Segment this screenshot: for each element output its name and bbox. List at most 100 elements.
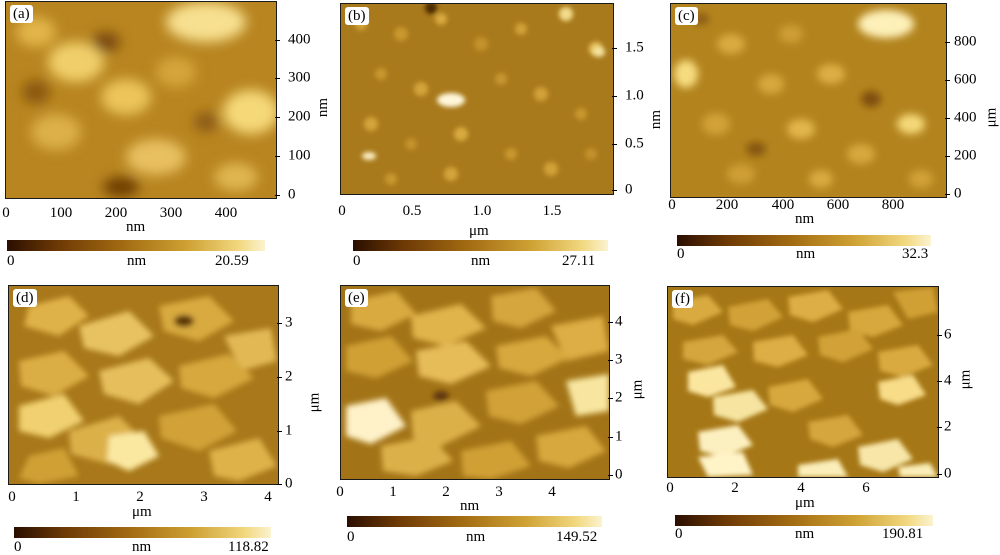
x-tick-label: 0 [8, 489, 16, 505]
x-tick-label: 200 [104, 205, 128, 221]
y-axis-label: μm [306, 392, 323, 413]
afm-texture-e [341, 286, 609, 479]
colorbar-max: 32.3 [902, 246, 929, 262]
x-tick-label: 400 [214, 205, 238, 221]
x-axis-label: μm [469, 223, 489, 239]
y-tick-label: 100 [288, 147, 311, 164]
panel-label-e: (e) [345, 289, 368, 307]
afm-texture-f [668, 287, 938, 477]
afm-texture-c [671, 4, 946, 197]
x-tick-label: 300 [159, 205, 183, 221]
colorbar-f [675, 515, 933, 526]
y-tick-label: 0 [288, 186, 296, 203]
colorbar-b [353, 240, 608, 251]
panel-label-f: (f) [672, 290, 693, 308]
x-tick-label: 200 [715, 197, 739, 213]
afm-texture-b [341, 4, 613, 194]
x-axis-label: nm [126, 219, 146, 235]
colorbar-e [347, 516, 602, 527]
y-axis-label: nm [648, 109, 665, 130]
x-tick-label: 4 [797, 480, 805, 496]
x-tick-label: 0 [336, 484, 344, 500]
x-tick-label: 600 [826, 197, 850, 213]
y-tick-label: 3 [285, 314, 293, 331]
colorbar-max: 190.81 [882, 526, 924, 542]
y-tick-label: 0 [285, 475, 293, 492]
afm-image-f: (f) [667, 286, 939, 478]
x-tick-label: 3 [495, 484, 503, 500]
y-tick-label: 4 [615, 313, 623, 330]
y-tick-label: 0 [944, 465, 952, 482]
panel-label-c: (c) [675, 7, 698, 25]
y-tick-label: 0 [625, 181, 633, 198]
x-tick-label: 3 [200, 489, 208, 505]
colorbar-c [677, 235, 931, 246]
x-tick-label: 1.0 [472, 203, 492, 219]
x-tick-label: 1 [72, 489, 80, 505]
afm-image-a: (a) [5, 1, 277, 199]
y-axis-label: μm [957, 369, 974, 390]
colorbar-min: 0 [14, 539, 22, 555]
colorbar-max: 27.11 [562, 253, 596, 269]
colorbar-unit: nm [796, 246, 816, 262]
y-tick-label: 400 [288, 31, 311, 48]
panel-label-b: (b) [345, 7, 369, 25]
y-tick-label: 200 [954, 147, 977, 164]
afm-image-e: (e) [340, 285, 610, 480]
y-tick-label: 1.0 [625, 87, 644, 104]
y-axis-label: nm [315, 97, 332, 118]
colorbar-unit: nm [127, 253, 147, 269]
x-tick-label: 0 [338, 203, 346, 219]
x-tick-label: 2 [442, 484, 450, 500]
panel-label-d: (d) [13, 289, 37, 307]
x-tick-label: 6 [862, 480, 870, 496]
colorbar-unit: nm [132, 539, 152, 555]
colorbar-d [14, 527, 271, 538]
x-tick-label: 4 [548, 484, 556, 500]
y-tick-label: 1.5 [625, 39, 644, 56]
colorbar-unit: nm [795, 526, 815, 542]
y-tick-label: 2 [615, 389, 623, 406]
y-tick-label: 800 [954, 33, 977, 50]
y-tick-label: 6 [944, 326, 952, 343]
x-axis-label: μm [795, 495, 815, 511]
y-tick-label: 400 [954, 109, 977, 126]
colorbar-min: 0 [7, 253, 15, 269]
y-tick-label: 600 [954, 71, 977, 88]
x-tick-label: 0 [668, 197, 676, 213]
y-tick-label: 1 [615, 428, 623, 445]
y-tick-label: 0.5 [625, 135, 644, 152]
x-tick-label: 2 [731, 480, 739, 496]
x-tick-label: 100 [49, 205, 73, 221]
colorbar-max: 149.52 [556, 529, 598, 545]
x-tick-label: 1 [389, 484, 397, 500]
colorbar-min: 0 [677, 246, 685, 262]
colorbar-min: 0 [675, 526, 683, 542]
y-tick-label: 4 [944, 372, 952, 389]
afm-texture-a [6, 2, 276, 198]
y-tick-label: 300 [288, 69, 311, 86]
colorbar-min: 0 [353, 253, 361, 269]
y-tick-label: 2 [285, 368, 293, 385]
colorbar-unit: nm [471, 253, 491, 269]
x-tick-label: 0 [2, 205, 10, 221]
colorbar-a [7, 240, 265, 251]
colorbar-min: 0 [347, 529, 355, 545]
afm-image-c: (c) [670, 3, 947, 198]
x-axis-label: μm [132, 504, 152, 520]
y-axis-label: μm [629, 379, 646, 400]
x-axis-label: nm [460, 498, 480, 514]
x-axis-label: nm [795, 211, 815, 227]
x-tick-label: 2 [136, 489, 144, 505]
panel-label-a: (a) [10, 5, 33, 23]
colorbar-max: 20.59 [215, 253, 249, 269]
x-tick-label: 4 [264, 489, 272, 505]
x-tick-label: 0 [666, 480, 674, 496]
y-axis-label: μm [983, 107, 1000, 128]
y-tick-label: 200 [288, 108, 311, 125]
y-tick-label: 2 [944, 418, 952, 435]
x-tick-label: 1.5 [542, 203, 562, 219]
colorbar-unit: nm [466, 529, 486, 545]
x-tick-label: 400 [771, 197, 795, 213]
x-tick-label: 0.5 [402, 203, 422, 219]
